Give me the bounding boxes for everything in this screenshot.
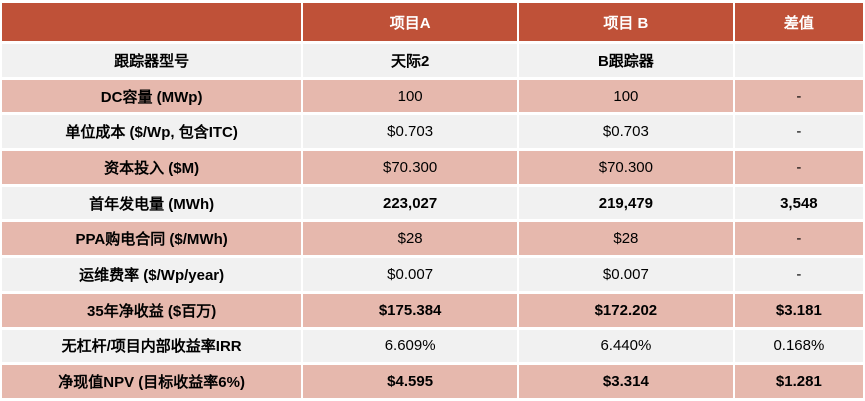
header-row: 项目A 项目 B 差值 <box>2 3 863 41</box>
project-a-value-cell: 天际2 <box>303 44 517 77</box>
metric-label-cell: 单位成本 ($/Wp, 包含ITC) <box>2 115 302 149</box>
project-a-value-cell: 100 <box>303 79 517 113</box>
metric-label-cell: 净现值NPV (目标收益率6%) <box>2 365 302 398</box>
metric-label-cell: 35年净收益 ($百万) <box>2 293 302 327</box>
metric-label-cell: 首年发电量 (MWh) <box>2 186 302 220</box>
metric-label-cell: 运维费率 ($/Wp/year) <box>2 258 302 291</box>
column-header-diff: 差值 <box>734 3 863 41</box>
project-b-value-cell: $70.300 <box>519 151 733 184</box>
column-header-project-a: 项目A <box>303 3 517 41</box>
metric-label-cell: PPA购电合同 ($/MWh) <box>2 222 302 256</box>
diff-value-cell: - <box>734 151 863 184</box>
project-b-value-cell: 6.440% <box>519 329 733 363</box>
diff-value-cell <box>734 44 863 77</box>
project-a-value-cell: $0.007 <box>303 258 517 291</box>
table-row: 35年净收益 ($百万) $175.384 $172.202 $3.181 <box>2 293 863 327</box>
table-row: 资本投入 ($M) $70.300 $70.300- <box>2 151 863 184</box>
project-b-value-cell: 100 <box>519 79 733 113</box>
metric-label-cell: 跟踪器型号 <box>2 44 302 77</box>
table-row: DC容量 (MWp) 100 100- <box>2 79 863 113</box>
column-header-project-b: 项目 B <box>519 3 733 41</box>
diff-value-cell: 3,548 <box>734 186 863 220</box>
diff-value-cell: - <box>734 258 863 291</box>
project-b-value-cell: $3.314 <box>519 365 733 398</box>
column-header-metric <box>2 3 302 41</box>
table-row: 跟踪器型号 天际2 B跟踪器 <box>2 44 863 77</box>
diff-value-cell: - <box>734 115 863 149</box>
project-a-value-cell: $175.384 <box>303 293 517 327</box>
diff-value-cell: $3.181 <box>734 293 863 327</box>
table-body: 跟踪器型号 天际2 B跟踪器 DC容量 (MWp) 100 100- 单位成本 ($/Wp,… <box>2 44 863 398</box>
project-b-value-cell: 219,479 <box>519 186 733 220</box>
table-row: PPA购电合同 ($/MWh) $28 $28- <box>2 222 863 256</box>
project-a-value-cell: $0.703 <box>303 115 517 149</box>
project-a-value-cell: 223,027 <box>303 186 517 220</box>
project-b-value-cell: $0.007 <box>519 258 733 291</box>
project-b-value-cell: B跟踪器 <box>519 44 733 77</box>
table-row: 首年发电量 (MWh) 223,027 219,479 3,548 <box>2 186 863 220</box>
project-a-value-cell: $4.595 <box>303 365 517 398</box>
diff-value-cell: $1.281 <box>734 365 863 398</box>
table-row: 单位成本 ($/Wp, 包含ITC) $0.703 $0.703- <box>2 115 863 149</box>
table-row: 无杠杆/项目内部收益率IRR 6.609% 6.440% 0.168% <box>2 329 863 363</box>
table-row: 净现值NPV (目标收益率6%) $4.595 $3.314 $1.281 <box>2 365 863 398</box>
metric-label-cell: 资本投入 ($M) <box>2 151 302 184</box>
table-row: 运维费率 ($/Wp/year) $0.007 $0.007- <box>2 258 863 291</box>
metric-label-cell: DC容量 (MWp) <box>2 79 302 113</box>
metric-label-cell: 无杠杆/项目内部收益率IRR <box>2 329 302 363</box>
project-b-value-cell: $172.202 <box>519 293 733 327</box>
diff-value-cell: - <box>734 222 863 256</box>
project-b-value-cell: $0.703 <box>519 115 733 149</box>
project-a-value-cell: $70.300 <box>303 151 517 184</box>
diff-value-cell: 0.168% <box>734 329 863 363</box>
project-a-value-cell: $28 <box>303 222 517 256</box>
project-a-value-cell: 6.609% <box>303 329 517 363</box>
diff-value-cell: - <box>734 79 863 113</box>
project-b-value-cell: $28 <box>519 222 733 256</box>
